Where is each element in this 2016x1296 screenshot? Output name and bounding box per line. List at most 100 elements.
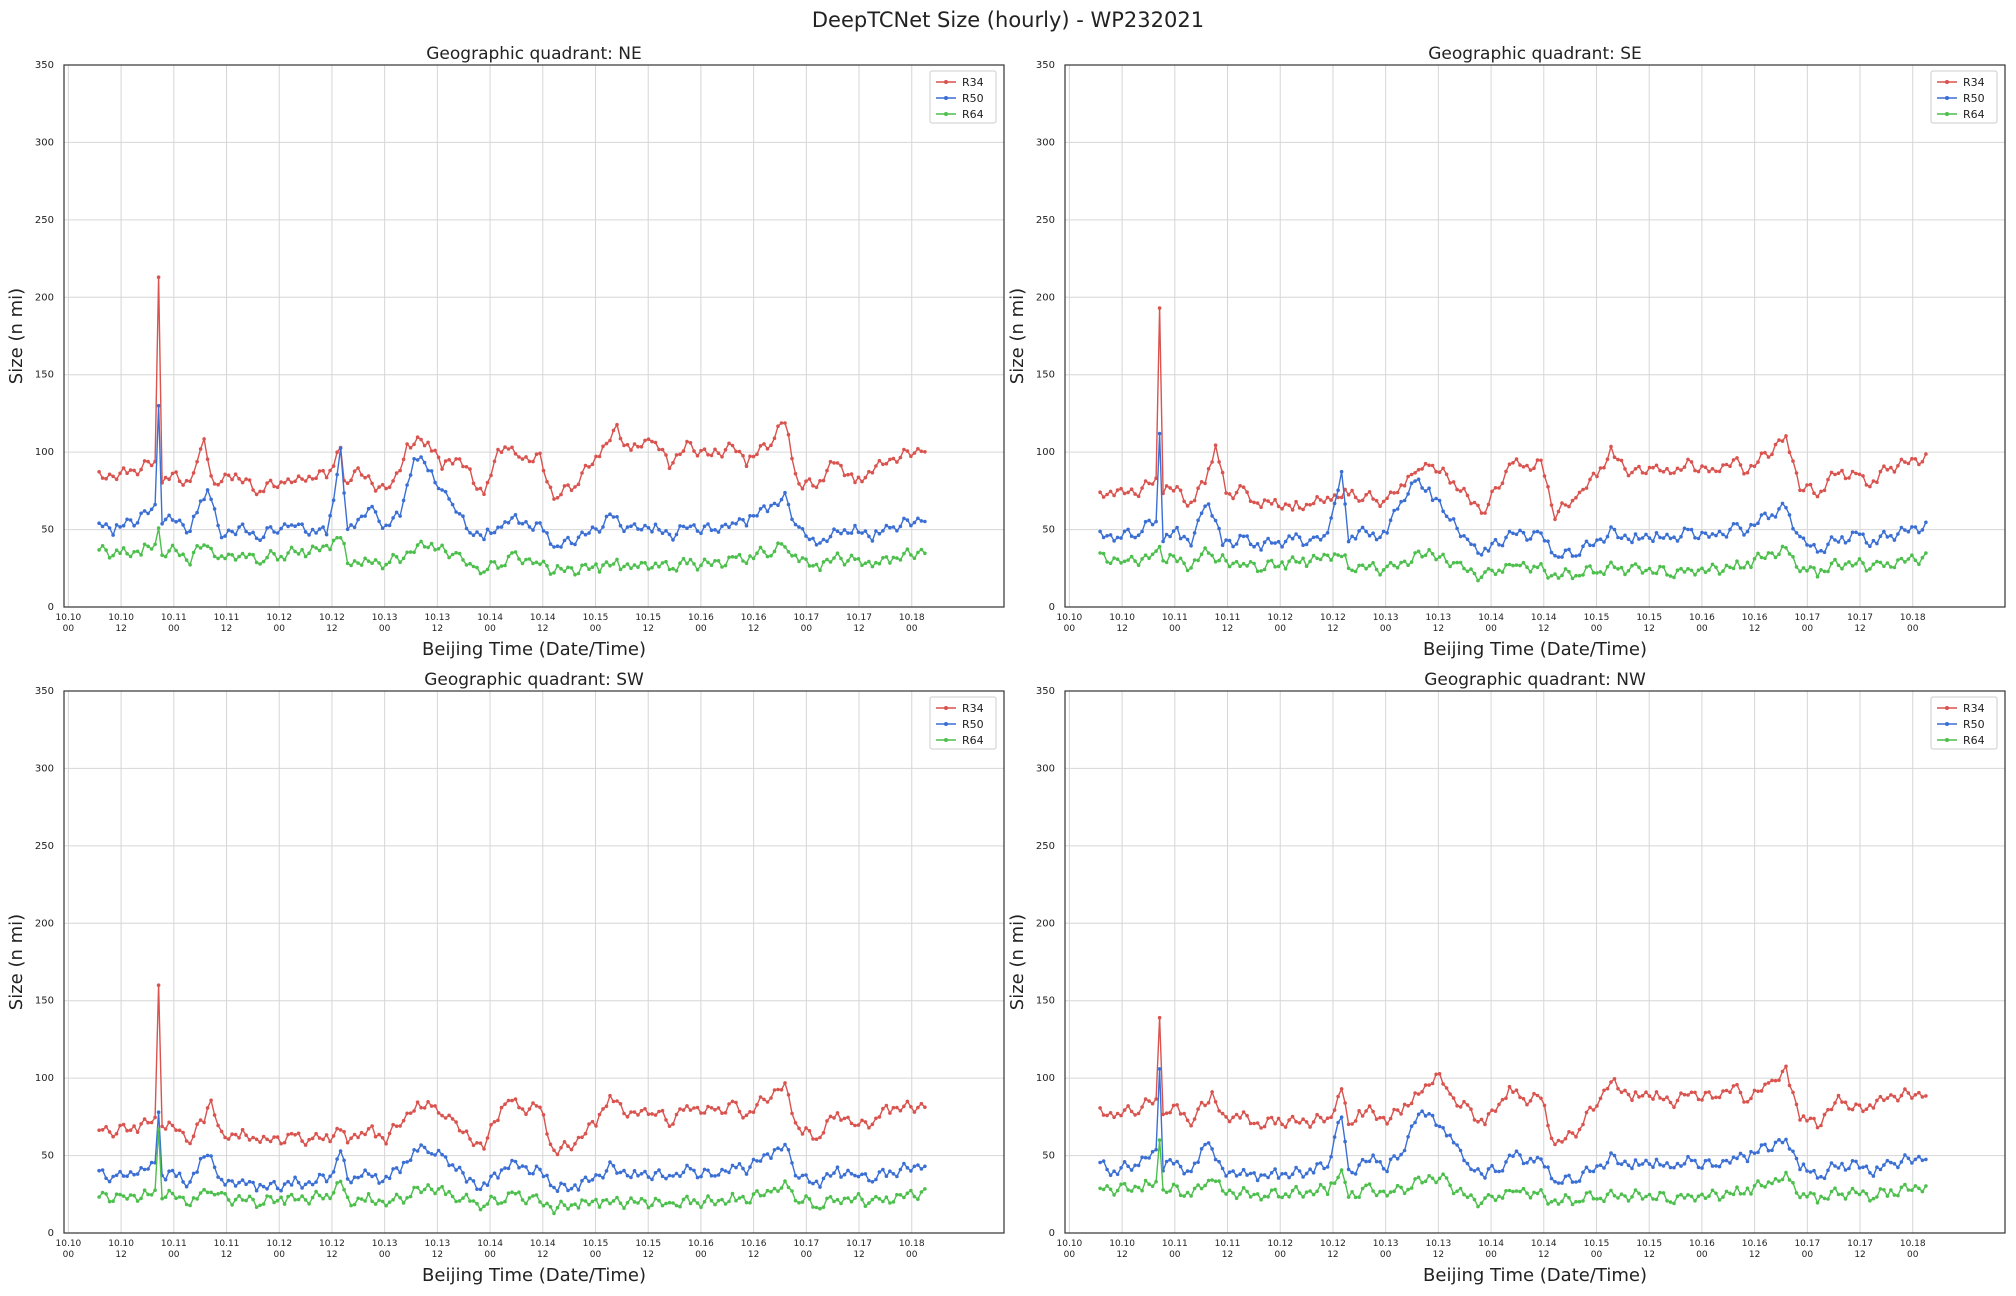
data-point-r64 <box>352 1202 357 1207</box>
data-point-r50 <box>1871 538 1876 543</box>
data-point-r50 <box>1472 543 1477 547</box>
legend-label: R64 <box>1963 734 1985 747</box>
data-point-r50 <box>118 1169 122 1174</box>
data-point-r64 <box>1535 1191 1540 1196</box>
data-point-r50 <box>100 1168 105 1172</box>
data-point-r50 <box>650 530 654 534</box>
data-point-r50 <box>1451 1140 1456 1145</box>
data-point-r34 <box>1371 497 1375 501</box>
data-point-r34 <box>202 1120 206 1125</box>
data-point-r64 <box>1609 560 1613 565</box>
data-point-r34 <box>401 1118 406 1123</box>
data-point-r34 <box>765 1100 770 1104</box>
data-point-r50 <box>1353 537 1358 541</box>
data-point-r50 <box>1784 505 1788 510</box>
data-point-r50 <box>510 516 514 520</box>
data-point-r34 <box>1738 1090 1743 1095</box>
data-point-r50 <box>1133 1163 1137 1168</box>
data-point-r50 <box>506 520 511 525</box>
data-point-r34 <box>1304 1120 1309 1124</box>
data-point-r34 <box>408 1111 413 1115</box>
data-point-r50 <box>821 1176 826 1181</box>
data-point-r64 <box>860 563 864 568</box>
data-point-r34 <box>912 451 917 455</box>
data-point-r34 <box>1115 488 1120 492</box>
data-point-r50 <box>1602 1166 1606 1170</box>
data-point-r50 <box>1248 542 1253 547</box>
data-point-r34 <box>506 1098 511 1103</box>
data-point-r50 <box>1878 1167 1883 1172</box>
data-point-r34 <box>1185 1118 1190 1123</box>
data-point-r34 <box>1283 1125 1288 1129</box>
data-point-r50 <box>534 1164 539 1169</box>
data-point-r34 <box>104 476 108 481</box>
data-point-r34 <box>1882 464 1886 469</box>
data-point-r34 <box>853 480 857 485</box>
data-point-r34 <box>1371 1109 1375 1114</box>
data-point-r64 <box>293 1198 297 1202</box>
data-point-r64 <box>331 538 336 543</box>
data-point-r64 <box>1591 570 1596 575</box>
data-point-r34 <box>1105 492 1109 497</box>
data-point-r50 <box>776 1146 780 1150</box>
data-point-r34 <box>363 1132 367 1137</box>
data-point-r50 <box>1805 543 1809 547</box>
data-point-r34 <box>478 1141 483 1145</box>
data-point-r50 <box>1388 1157 1393 1162</box>
data-point-r50 <box>356 517 360 522</box>
data-point-r50 <box>1402 498 1407 503</box>
data-point-r64 <box>1878 560 1883 565</box>
data-point-r64 <box>1371 1189 1375 1193</box>
data-point-r64 <box>1308 559 1312 564</box>
data-point-r50 <box>1409 1124 1414 1128</box>
data-point-r34 <box>916 447 920 451</box>
data-point-r64 <box>1896 558 1900 562</box>
data-point-r34 <box>1658 468 1662 473</box>
data-point-r64 <box>135 549 140 554</box>
data-point-r34 <box>520 457 525 461</box>
data-point-r50 <box>160 522 164 526</box>
data-point-r64 <box>1357 1195 1361 1199</box>
data-point-r34 <box>1591 1108 1596 1112</box>
data-point-r64 <box>97 1195 101 1199</box>
data-point-r34 <box>692 449 696 453</box>
data-point-r64 <box>1647 1192 1652 1197</box>
data-point-r64 <box>1731 1192 1736 1197</box>
data-point-r50 <box>1791 1149 1795 1154</box>
x-tick-label: 10.12 <box>319 613 345 623</box>
data-point-r64 <box>125 551 129 556</box>
data-point-r64 <box>174 1196 178 1201</box>
data-point-r50 <box>1262 540 1267 544</box>
data-point-r50 <box>1108 1173 1113 1177</box>
data-point-r50 <box>1899 1160 1904 1164</box>
data-point-r50 <box>251 530 255 535</box>
data-point-r64 <box>1364 1183 1368 1188</box>
data-point-r34 <box>702 447 707 452</box>
data-point-r50 <box>195 1170 199 1174</box>
data-point-r34 <box>121 466 126 470</box>
data-point-r64 <box>1483 570 1487 574</box>
data-point-r34 <box>1759 1089 1764 1093</box>
data-point-r50 <box>1920 528 1925 532</box>
data-point-r64 <box>296 1197 301 1202</box>
data-point-r50 <box>674 1171 679 1176</box>
data-point-r64 <box>335 535 339 540</box>
data-point-r34 <box>352 469 357 474</box>
data-point-r34 <box>419 1105 423 1110</box>
data-point-r64 <box>104 548 108 552</box>
data-point-r64 <box>1360 563 1365 567</box>
x-tick-label: 12 <box>1222 624 1233 634</box>
data-point-r64 <box>779 542 784 546</box>
data-point-r34 <box>170 1123 175 1128</box>
data-point-r34 <box>870 1122 875 1127</box>
data-point-r34 <box>174 470 178 474</box>
data-point-r64 <box>1294 559 1298 564</box>
data-point-r50 <box>1154 519 1158 524</box>
data-point-r50 <box>1210 514 1214 518</box>
data-point-r64 <box>1262 567 1267 572</box>
data-point-r50 <box>1843 1168 1848 1172</box>
x-tick-label: 10.15 <box>1636 1239 1662 1249</box>
data-point-r64 <box>1171 554 1176 558</box>
data-point-r50 <box>1140 529 1144 534</box>
data-point-r64 <box>1563 1193 1568 1197</box>
